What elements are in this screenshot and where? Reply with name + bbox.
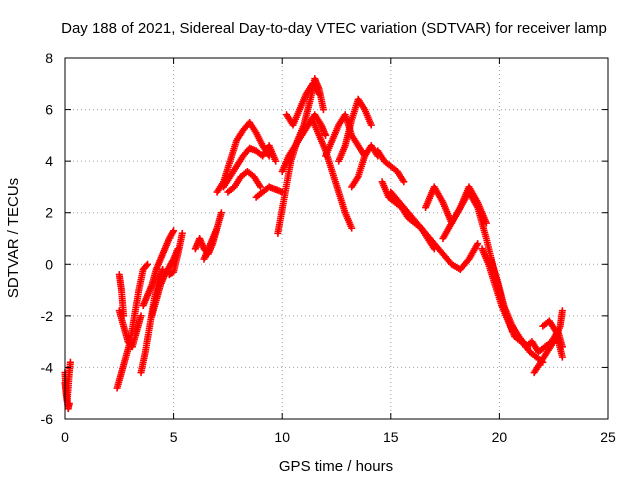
series-trace-u [335,95,375,165]
y-tick-label: 4 [45,153,53,169]
data-point [400,178,408,186]
series-trace-y [387,188,482,273]
series-trace-i [165,229,186,279]
x-axis-label: GPS time / hours [279,458,393,475]
series-trace-d [115,307,145,351]
series-trace-af [539,317,566,361]
data-point [348,224,356,232]
series-trace-b [61,369,73,413]
y-tick-label: 0 [45,256,53,272]
data-point [474,240,482,248]
x-tick-label: 0 [61,429,69,445]
y-tick-label: -2 [41,308,54,324]
y-tick-label: 6 [45,102,53,118]
y-axis-label: SDTVAR / TECUs [5,178,22,298]
grid [65,58,608,419]
tick-labels: 0 5 10 15 20 25 -6 -4 -2 0 2 4 6 8 [41,50,616,445]
y-tick-label: -4 [41,359,54,375]
series-trace-g [139,227,178,310]
x-tick-label: 5 [170,429,178,445]
data-point [272,157,280,165]
series-trace-k [200,209,225,263]
data-point [144,260,152,268]
series-trace-o [252,183,286,201]
data-point [315,90,323,98]
axis-ticks [64,57,609,420]
series-trace-m [220,142,280,191]
data-point [178,229,186,237]
series-trace-v [348,142,382,191]
series-trace-w [374,147,408,186]
y-tick-label: -6 [41,411,54,427]
x-tick-label: 10 [274,429,290,445]
data-point [558,307,566,315]
data-point [319,106,327,114]
data-point [65,400,73,408]
data-point [217,209,225,217]
data-point [322,131,330,139]
data-point [137,312,145,320]
y-tick-label: 8 [45,50,53,66]
data-point [66,358,74,366]
series-trace-r [283,80,323,129]
chart-title: Day 188 of 2021, Sidereal Day-to-day VTE… [61,20,607,37]
data-point [367,121,375,129]
series-trace-c [113,260,152,392]
data-point [170,227,178,235]
data-point [558,353,566,361]
series-trace-n [224,167,264,196]
data-point [256,183,264,191]
data-point [142,262,150,270]
plot-frame [64,57,609,420]
data-points [61,75,566,413]
series-trace-e [115,271,128,320]
x-tick-label: 25 [600,429,616,445]
x-tick-label: 15 [383,429,399,445]
series-trace-ad [508,322,566,356]
x-tick-label: 20 [492,429,508,445]
y-tick-label: 2 [45,205,53,221]
data-point [120,312,128,320]
